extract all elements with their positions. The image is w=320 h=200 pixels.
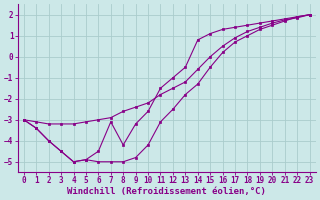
X-axis label: Windchill (Refroidissement éolien,°C): Windchill (Refroidissement éolien,°C) <box>67 187 266 196</box>
